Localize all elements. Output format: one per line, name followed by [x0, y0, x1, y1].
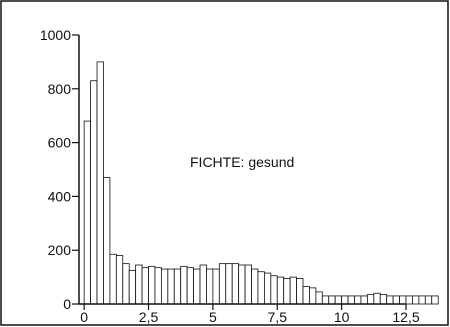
histogram-bar: [135, 264, 143, 305]
histogram-bar: [199, 264, 207, 305]
histogram-bar: [115, 255, 124, 305]
histogram-bar: [173, 268, 182, 305]
histogram-bar: [225, 263, 233, 305]
histogram-bar: [154, 267, 162, 305]
chart-annotation: FICHTE: gesund: [190, 154, 294, 170]
histogram-bar: [90, 80, 98, 305]
histogram-bar: [122, 263, 130, 305]
histogram-bar: [386, 295, 394, 305]
y-tick-label: 0: [63, 296, 71, 312]
histogram-bar: [128, 269, 137, 305]
histogram-bar: [412, 295, 420, 305]
histogram-bar: [257, 271, 265, 305]
histogram-bar: [366, 294, 375, 305]
histogram-bar: [109, 253, 117, 305]
histogram-bar: [399, 295, 407, 305]
histogram-bar: [238, 264, 246, 305]
histogram-bar: [405, 295, 413, 305]
histogram-bars: [83, 61, 439, 305]
histogram-bar: [431, 295, 439, 305]
histogram-bar: [321, 295, 330, 305]
y-tick-label: 400: [48, 188, 72, 204]
x-tick-label: 5: [209, 309, 217, 325]
histogram-bar: [276, 276, 285, 305]
y-axis-ticks: 0 200 400 600 800 1000: [40, 27, 79, 312]
histogram-bar: [103, 177, 111, 305]
histogram-bar: [148, 265, 156, 305]
histogram-bar: [418, 295, 426, 305]
y-tick-label: 200: [48, 242, 72, 258]
histogram-bar: [334, 295, 343, 305]
histogram-bar: [244, 264, 252, 305]
histogram-bar: [167, 268, 175, 305]
histogram-bar: [424, 295, 433, 305]
histogram-bar: [373, 292, 381, 305]
histogram-bar: [328, 295, 336, 305]
histogram-bar: [206, 268, 214, 305]
histogram-bar: [289, 276, 297, 305]
histogram-bar: [315, 291, 323, 305]
histogram-bar: [263, 272, 272, 305]
histogram-bar: [360, 295, 368, 305]
histogram-bar: [83, 120, 91, 305]
x-tick-label: 12,5: [392, 309, 419, 325]
x-axis-ticks: 0 2,5 5 7,5 10 12,5: [80, 304, 420, 325]
y-tick-label: 600: [48, 135, 72, 151]
histogram-bar: [193, 268, 201, 305]
histogram-bar: [309, 287, 317, 305]
x-tick-label: 7,5: [268, 309, 288, 325]
histogram-bar: [231, 263, 240, 305]
histogram-bar: [251, 268, 259, 305]
x-tick-label: 2,5: [139, 309, 159, 325]
histogram-bar: [218, 263, 227, 305]
histogram-bar: [296, 278, 304, 305]
histogram-bar: [392, 295, 400, 305]
histogram-bar: [96, 61, 104, 305]
histogram-bar: [212, 268, 220, 305]
histogram-bar: [379, 294, 388, 305]
y-tick-label: 800: [48, 81, 72, 97]
histogram-bar: [186, 267, 194, 305]
histogram-bar: [347, 295, 355, 305]
histogram-bar: [354, 295, 362, 305]
histogram-bar: [180, 265, 188, 305]
histogram-bar: [283, 278, 291, 305]
histogram-bar: [341, 295, 349, 305]
histogram-bar: [160, 268, 169, 305]
histogram-bar: [302, 286, 310, 305]
x-tick-label: 0: [80, 309, 88, 325]
y-tick-label: 1000: [40, 27, 71, 43]
histogram-bar: [141, 267, 149, 305]
histogram-bar: [270, 275, 278, 305]
x-tick-label: 10: [334, 309, 350, 325]
